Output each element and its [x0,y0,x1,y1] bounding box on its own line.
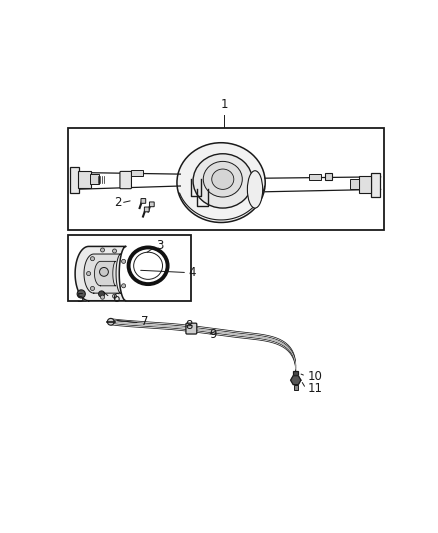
Bar [294,385,298,390]
Circle shape [113,294,117,298]
Polygon shape [84,254,121,293]
Circle shape [100,295,105,299]
Bar [309,174,321,180]
Polygon shape [75,246,126,301]
Polygon shape [95,261,116,286]
Circle shape [91,286,95,290]
Text: 2: 2 [114,197,121,209]
Circle shape [100,248,105,252]
FancyBboxPatch shape [120,172,131,189]
Ellipse shape [129,247,168,284]
Ellipse shape [134,252,162,279]
Ellipse shape [203,161,242,197]
FancyBboxPatch shape [141,199,146,203]
Circle shape [91,257,95,261]
Bar [371,173,380,197]
Ellipse shape [193,154,252,208]
Circle shape [99,268,108,276]
Circle shape [122,260,126,263]
Bar [68,235,191,302]
Text: 10: 10 [307,369,322,383]
FancyBboxPatch shape [186,323,197,334]
Text: 1: 1 [221,98,228,111]
Circle shape [99,291,105,297]
Circle shape [122,284,126,288]
Ellipse shape [247,171,263,208]
Ellipse shape [177,143,265,222]
Text: 7: 7 [141,316,149,328]
Text: 5: 5 [77,292,84,304]
Ellipse shape [134,252,162,279]
Text: 9: 9 [209,328,217,341]
FancyBboxPatch shape [149,202,154,207]
Circle shape [77,290,85,298]
Text: 11: 11 [307,382,323,395]
Bar [70,167,78,193]
Bar [293,370,298,375]
Bar [90,174,99,184]
Text: 6: 6 [112,292,119,304]
Bar [359,176,371,193]
Bar [131,169,143,176]
Bar [325,173,332,180]
Text: 4: 4 [189,266,196,279]
Circle shape [113,249,117,253]
Bar [78,171,91,188]
Polygon shape [291,376,301,385]
Circle shape [107,318,114,325]
Circle shape [87,271,91,276]
Bar [350,179,359,189]
Text: 3: 3 [156,239,164,252]
Text: 8: 8 [185,319,193,332]
FancyBboxPatch shape [145,207,149,212]
Ellipse shape [212,169,234,189]
Bar [68,128,384,230]
